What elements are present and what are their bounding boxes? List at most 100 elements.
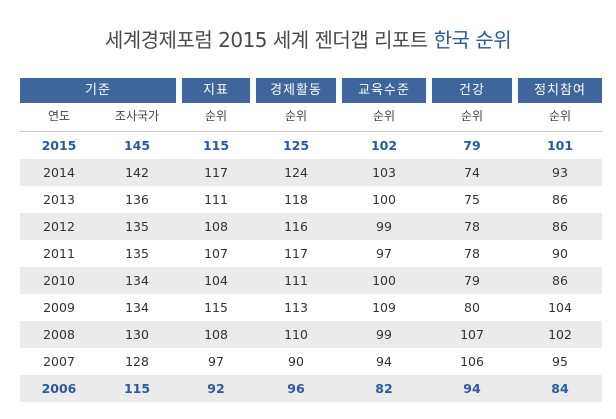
cell-countries: 142 [125, 165, 149, 180]
cell-year: 2015 [41, 138, 77, 153]
cell-countries: 135 [125, 246, 149, 261]
cell-year: 2011 [43, 246, 75, 261]
cell-countries: 145 [123, 138, 151, 153]
cell-economy: 111 [284, 273, 308, 288]
cell-health: 79 [464, 273, 480, 288]
cell-health: 94 [463, 381, 481, 396]
cell-politics: 86 [552, 273, 568, 288]
cell-politics: 93 [552, 165, 568, 180]
header-politics: 정치참여 [518, 78, 602, 103]
cell-education: 102 [370, 138, 398, 153]
cell-index: 115 [204, 300, 228, 315]
cell-health: 78 [464, 246, 480, 261]
subheader-rank: 순위 [548, 109, 572, 123]
cell-year: 2013 [43, 192, 75, 207]
cell-economy: 124 [284, 165, 308, 180]
cell-economy: 96 [287, 381, 305, 396]
cell-health: 78 [464, 219, 480, 234]
cell-politics: 86 [552, 192, 568, 207]
cell-politics: 95 [552, 354, 568, 369]
cell-politics: 86 [552, 219, 568, 234]
cell-economy: 117 [284, 246, 308, 261]
table-row: 2014 142 117 124 103 74 93 [20, 159, 602, 186]
cell-education: 100 [372, 192, 396, 207]
cell-index: 104 [204, 273, 228, 288]
cell-health: 74 [464, 165, 480, 180]
subheader-year: 연도 [47, 109, 71, 123]
table-row: 2012 135 108 116 99 78 86 [20, 213, 602, 240]
cell-education: 99 [376, 327, 392, 342]
cell-education: 82 [375, 381, 393, 396]
table-row: 2011 135 107 117 97 78 90 [20, 240, 602, 267]
cell-economy: 116 [284, 219, 308, 234]
cell-year: 2009 [43, 300, 75, 315]
subheader-rank: 순위 [204, 109, 228, 123]
cell-year: 2010 [43, 273, 75, 288]
cell-politics: 104 [548, 300, 572, 315]
cell-education: 100 [372, 273, 396, 288]
ranking-table: 기준 지표 경제활동 교육수준 건강 정치참여 연도 조사국가 순위 순위 순위… [20, 78, 602, 402]
table-row: 2007 128 97 90 94 106 95 [20, 348, 602, 375]
cell-countries: 135 [125, 219, 149, 234]
cell-politics: 90 [552, 246, 568, 261]
cell-year: 2008 [43, 327, 75, 342]
cell-economy: 110 [284, 327, 308, 342]
table-body: 2015 145 115 125 102 79 101 2014 142 117 124 103 74 9… [20, 132, 602, 402]
table-row: 2013 136 111 118 100 75 86 [20, 186, 602, 213]
cell-education: 94 [376, 354, 392, 369]
cell-politics: 101 [546, 138, 574, 153]
cell-index: 115 [202, 138, 230, 153]
cell-index: 108 [204, 219, 228, 234]
title-main: 세계경제포럼 2015 세계 젠더갭 리포트 [104, 28, 434, 52]
title-accent: 한국 순위 [433, 28, 512, 52]
cell-index: 108 [204, 327, 228, 342]
header-education: 교육수준 [342, 78, 426, 103]
cell-countries: 134 [125, 300, 149, 315]
cell-education: 97 [376, 246, 392, 261]
cell-politics: 102 [548, 327, 572, 342]
cell-education: 109 [372, 300, 396, 315]
cell-economy: 118 [284, 192, 308, 207]
subheader-countries: 조사국가 [114, 109, 160, 123]
header-row: 기준 지표 경제활동 교육수준 건강 정치참여 [20, 78, 602, 103]
cell-countries: 134 [125, 273, 149, 288]
cell-year: 2014 [43, 165, 75, 180]
cell-year: 2012 [43, 219, 75, 234]
cell-index: 107 [204, 246, 228, 261]
cell-health: 106 [460, 354, 484, 369]
header-criteria: 기준 [20, 78, 176, 103]
cell-politics: 84 [551, 381, 569, 396]
table-row: 2015 145 115 125 102 79 101 [20, 132, 602, 159]
cell-countries: 130 [125, 327, 149, 342]
cell-index: 117 [204, 165, 228, 180]
header-index: 지표 [182, 78, 250, 103]
cell-year: 2007 [43, 354, 75, 369]
subheader-row: 연도 조사국가 순위 순위 순위 순위 순위 [20, 103, 602, 132]
cell-countries: 128 [125, 354, 149, 369]
subheader-rank: 순위 [460, 109, 484, 123]
table-row: 2009 134 115 113 109 80 104 [20, 294, 602, 321]
cell-health: 80 [464, 300, 480, 315]
header-health: 건강 [432, 78, 512, 103]
cell-economy: 90 [288, 354, 304, 369]
subheader-rank: 순위 [284, 109, 308, 123]
page-title: 세계경제포럼 2015 세계 젠더갭 리포트 한국 순위 [0, 24, 616, 53]
table-row: 2008 130 108 110 99 107 102 [20, 321, 602, 348]
subheader-rank: 순위 [372, 109, 396, 123]
header-economy: 경제활동 [256, 78, 336, 103]
cell-year: 2006 [41, 381, 77, 396]
cell-economy: 113 [284, 300, 308, 315]
cell-health: 75 [464, 192, 480, 207]
table-row: 2006 115 92 96 82 94 84 [20, 375, 602, 402]
cell-education: 99 [376, 219, 392, 234]
cell-index: 92 [207, 381, 225, 396]
cell-economy: 125 [282, 138, 310, 153]
cell-countries: 136 [125, 192, 149, 207]
cell-countries: 115 [123, 381, 151, 396]
cell-index: 111 [204, 192, 228, 207]
cell-index: 97 [208, 354, 224, 369]
cell-education: 103 [372, 165, 396, 180]
cell-health: 79 [463, 138, 481, 153]
cell-health: 107 [460, 327, 484, 342]
table-row: 2010 134 104 111 100 79 86 [20, 267, 602, 294]
